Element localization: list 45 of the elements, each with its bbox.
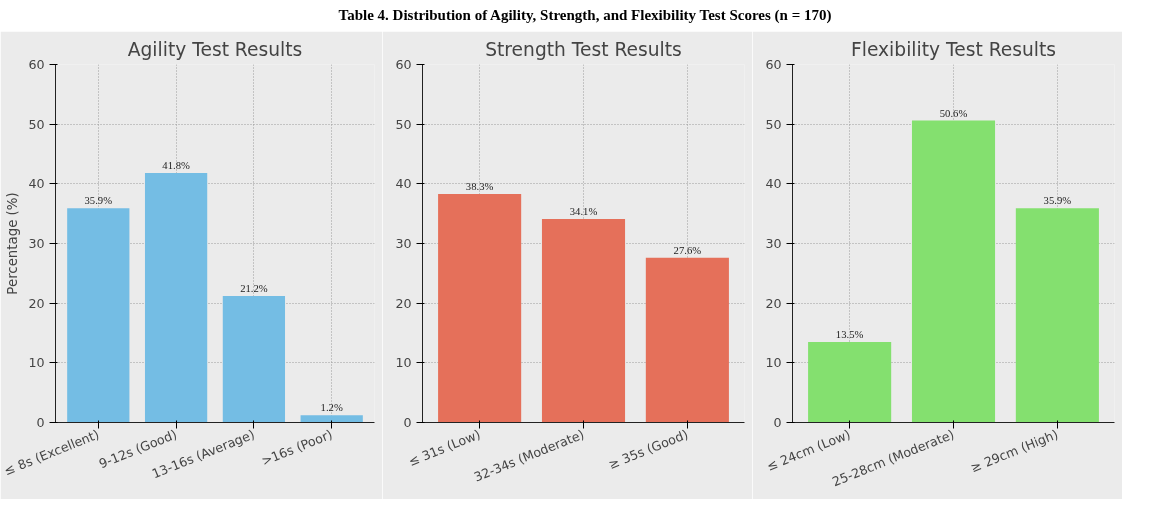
data-label: 21.2% bbox=[240, 283, 268, 295]
bar bbox=[1015, 208, 1099, 423]
y-tick-label: 40 bbox=[395, 176, 412, 192]
bar bbox=[300, 415, 363, 423]
data-label: 41.8% bbox=[162, 160, 190, 172]
bar bbox=[67, 208, 130, 423]
y-tick-label: 10 bbox=[28, 355, 45, 371]
data-label: 38.3% bbox=[465, 181, 494, 193]
y-tick-label: 50 bbox=[765, 117, 782, 133]
data-label: 35.9% bbox=[84, 195, 113, 207]
y-tick-label: 50 bbox=[395, 117, 412, 133]
y-tick-label: 0 bbox=[773, 415, 782, 431]
y-tick-label: 0 bbox=[36, 415, 45, 431]
bar bbox=[222, 296, 286, 423]
data-label: 50.6% bbox=[939, 108, 968, 120]
data-label: 1.2% bbox=[320, 402, 343, 414]
caption: Table 4. Distribution of Agility, Strength, and Flexibility Test Scores (n = 170) bbox=[338, 6, 832, 25]
y-tick-label: 30 bbox=[395, 236, 412, 252]
y-tick-label: 30 bbox=[765, 236, 782, 252]
y-tick-label: 50 bbox=[28, 117, 45, 133]
y-tick-label: 10 bbox=[395, 355, 412, 371]
data-label: 27.6% bbox=[673, 245, 702, 257]
bar bbox=[438, 194, 522, 423]
bar bbox=[645, 258, 729, 423]
y-tick-label: 40 bbox=[28, 176, 45, 192]
chart-title: Strength Test Results bbox=[485, 38, 682, 60]
bar bbox=[911, 121, 996, 423]
bar bbox=[144, 173, 208, 423]
y-tick-label: 60 bbox=[765, 57, 782, 73]
y-tick-label: 20 bbox=[765, 296, 782, 312]
chart-title: Agility Test Results bbox=[127, 38, 303, 60]
y-tick-label: 20 bbox=[28, 296, 45, 312]
y-tick-label: 10 bbox=[765, 355, 782, 371]
data-label: 13.5% bbox=[835, 329, 864, 341]
data-label: 35.9% bbox=[1043, 195, 1072, 207]
bar bbox=[541, 219, 626, 423]
bar bbox=[808, 342, 892, 423]
y-tick-label: 20 bbox=[395, 296, 412, 312]
y-tick-label: 60 bbox=[28, 57, 45, 73]
y-tick-label: 40 bbox=[765, 176, 782, 192]
chart-title: Flexibility Test Results bbox=[851, 38, 1056, 60]
data-label: 34.1% bbox=[569, 206, 598, 218]
y-tick-label: 30 bbox=[28, 236, 45, 252]
y-tick-label: 60 bbox=[395, 57, 412, 73]
y-axis-title: Percentage (%) bbox=[5, 192, 21, 296]
